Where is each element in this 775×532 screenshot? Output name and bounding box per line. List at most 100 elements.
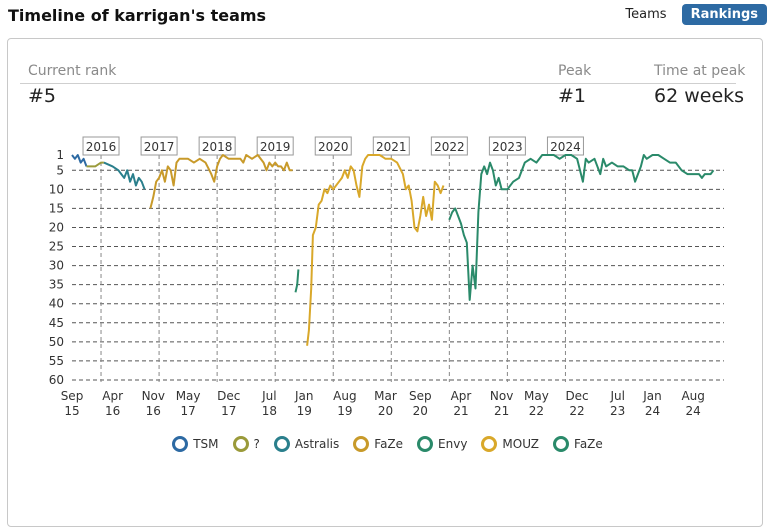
legend-label: MOUZ <box>502 437 540 451</box>
legend: TSM? Astralis FaZe Envy MOUZ FaZe <box>0 436 775 452</box>
x-tick-label: Jul <box>609 389 624 403</box>
x-tick-label: Aug <box>681 389 704 403</box>
y-tick-label: 60 <box>49 373 64 387</box>
legend-label: FaZe <box>574 437 603 451</box>
stats-divider <box>20 83 736 84</box>
year-marker-label: 2016 <box>86 140 117 154</box>
legend-label: FaZe <box>374 437 404 451</box>
x-tick-label: 18 <box>262 404 277 418</box>
x-tick-label: 20 <box>378 404 393 418</box>
x-tick-label: 15 <box>64 404 79 418</box>
x-tick-label: Apr <box>102 389 123 403</box>
y-tick-label: 10 <box>49 182 64 196</box>
year-marker-box <box>314 136 352 156</box>
legend-item[interactable]: FaZe <box>353 436 403 452</box>
legend-item[interactable]: Envy <box>417 436 467 452</box>
x-tick-label: 20 <box>413 404 428 418</box>
y-tick-label: 50 <box>49 335 64 349</box>
year-marker-box <box>430 136 468 156</box>
current-rank-value: #5 <box>28 85 57 107</box>
legend-item[interactable]: TSM <box>172 436 219 452</box>
chart-title: Timeline of karrigan's teams <box>8 6 267 25</box>
year-marker-label: 2018 <box>202 140 233 154</box>
current-rank-label: Current rank <box>28 63 117 79</box>
x-tick-label: 22 <box>529 404 544 418</box>
x-tick-label: 16 <box>105 404 120 418</box>
x-tick-label: Aug <box>333 389 356 403</box>
x-tick-label: Mar <box>374 389 397 403</box>
legend-label: Astralis <box>294 437 340 451</box>
legend-label: ? <box>253 437 260 451</box>
x-tick-label: Nov <box>142 389 165 403</box>
view-tabs: Teams Rankings <box>616 4 767 25</box>
y-tick-label: 20 <box>49 220 64 234</box>
series-line-faze <box>448 154 715 301</box>
chart-card <box>7 38 763 527</box>
y-tick-label: 35 <box>49 278 64 292</box>
y-tick-label: 55 <box>49 354 64 368</box>
x-tick-label: 23 <box>610 404 625 418</box>
legend-marker <box>417 436 434 452</box>
x-tick-label: 24 <box>645 404 660 418</box>
x-tick-label: Apr <box>451 389 472 403</box>
x-tick-label: 17 <box>221 404 236 418</box>
peak-value: #1 <box>558 85 587 107</box>
x-tick-label: 19 <box>337 404 352 418</box>
tab-teams[interactable]: Teams <box>625 7 667 22</box>
legend-marker <box>273 436 290 452</box>
year-marker-box <box>372 136 410 156</box>
legend-item[interactable]: ? <box>232 436 260 452</box>
year-marker-box <box>198 136 236 156</box>
legend-item[interactable]: FaZe <box>553 436 603 452</box>
legend-label: Envy <box>438 437 468 451</box>
peak-label: Peak <box>558 63 592 79</box>
year-marker-label: 2017 <box>144 140 175 154</box>
time-at-peak-value: 62 weeks <box>654 85 745 107</box>
x-tick-label: Sep <box>409 389 432 403</box>
series-line-astralis <box>103 161 146 190</box>
legend-marker <box>481 436 498 452</box>
legend-marker <box>232 436 249 452</box>
x-tick-label: 24 <box>686 404 701 418</box>
year-marker-box <box>256 136 294 156</box>
y-tick-label: 45 <box>49 316 64 330</box>
tab-rankings[interactable]: Rankings <box>681 4 767 25</box>
x-tick-label: Jan <box>294 389 314 403</box>
year-marker-label: 2022 <box>434 140 465 154</box>
year-marker-box <box>82 136 120 156</box>
x-tick-label: Jan <box>642 389 662 403</box>
series-line-- <box>86 161 104 168</box>
year-marker-label: 2021 <box>376 140 407 154</box>
legend-marker <box>553 436 570 452</box>
year-marker-box <box>140 136 178 156</box>
year-marker-label: 2020 <box>318 140 349 154</box>
series-line-faze <box>149 154 293 209</box>
y-tick-label: 1 <box>56 148 64 162</box>
year-marker-label: 2019 <box>260 140 291 154</box>
x-tick-label: Dec <box>217 389 240 403</box>
x-tick-label: 21 <box>494 404 509 418</box>
year-marker-label: 2024 <box>550 140 581 154</box>
legend-item[interactable]: MOUZ <box>481 436 539 452</box>
x-tick-label: May <box>524 389 549 403</box>
x-tick-label: 22 <box>569 404 584 418</box>
legend-marker <box>353 436 370 452</box>
series-line-tsm <box>71 154 88 167</box>
x-tick-label: Sep <box>61 389 84 403</box>
y-tick-label: 30 <box>49 259 64 273</box>
x-tick-label: Dec <box>565 389 588 403</box>
legend-label: TSM <box>193 437 219 451</box>
x-tick-label: Jul <box>261 389 276 403</box>
y-tick-label: 25 <box>49 240 64 254</box>
year-marker-label: 2023 <box>492 140 523 154</box>
x-tick-label: 21 <box>453 404 468 418</box>
x-tick-label: 19 <box>297 404 312 418</box>
x-tick-label: 16 <box>146 404 161 418</box>
legend-item[interactable]: Astralis <box>273 436 340 452</box>
legend-marker <box>172 436 189 452</box>
x-tick-label: Nov <box>490 389 513 403</box>
time-at-peak-label: Time at peak <box>654 63 746 79</box>
y-tick-label: 40 <box>49 297 64 311</box>
x-tick-label: May <box>176 389 201 403</box>
